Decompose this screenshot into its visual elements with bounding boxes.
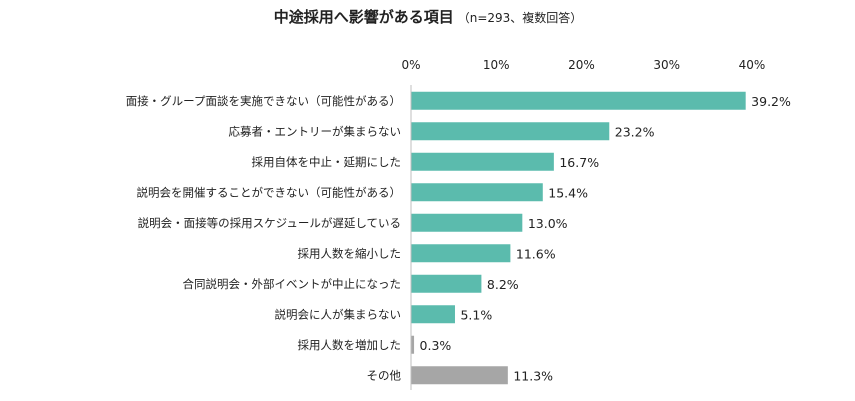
value-label: 15.4% — [548, 185, 588, 200]
bar — [411, 213, 523, 232]
bar — [411, 244, 511, 263]
x-axis-ticks: 0% 10% 20% 30% 40% — [401, 58, 765, 72]
category-label: 説明会・面接等の採用スケジュールが遅延している — [138, 216, 401, 230]
chart-title-group: 中途採用へ影響がある項目 （n=293、複数回答） — [274, 8, 583, 26]
bars — [411, 91, 746, 385]
value-label: 8.2% — [487, 277, 519, 292]
chart-subtitle: （n=293、複数回答） — [458, 10, 583, 25]
category-label: 説明会を開催することができない（可能性がある） — [137, 185, 402, 199]
bar — [411, 91, 746, 110]
category-label: 採用自体を中止・延期にした — [252, 155, 402, 169]
value-label: 16.7% — [559, 155, 599, 170]
bar — [411, 152, 554, 171]
category-labels: 面接・グループ面談を実施できない（可能性がある） 応募者・エントリーが集まらない採… — [126, 94, 402, 383]
bar — [411, 305, 455, 324]
chart-title: 中途採用へ影響がある項目 — [274, 8, 454, 26]
bar — [411, 366, 508, 385]
x-tick-label: 20% — [568, 58, 595, 72]
bar — [411, 122, 610, 141]
value-labels: 39.2% 23.2% 16.7% 15.4% 13.0% 11.6% 8.2% 5.1% 0.… — [420, 94, 791, 384]
x-tick-label: 10% — [483, 58, 510, 72]
value-label: 0.3% — [420, 338, 452, 353]
category-label: 応募者・エントリーが集まらない — [229, 124, 402, 138]
x-tick-label: 0% — [401, 58, 420, 72]
category-label: 採用人数を縮小した — [298, 246, 402, 260]
value-label: 5.1% — [460, 307, 492, 322]
category-label: 合同説明会・外部イベントが中止になった — [183, 277, 402, 291]
value-label: 39.2% — [751, 94, 791, 109]
value-label: 13.0% — [528, 216, 568, 231]
category-label: その他 — [367, 368, 402, 382]
category-label: 採用人数を増加した — [298, 338, 402, 352]
bar — [411, 183, 543, 202]
category-label: 説明会に人が集まらない — [275, 307, 402, 321]
value-label: 11.3% — [513, 368, 553, 383]
value-label: 23.2% — [615, 124, 655, 139]
bar — [411, 274, 482, 293]
x-tick-label: 40% — [739, 58, 766, 72]
value-label: 11.6% — [516, 246, 556, 261]
category-label: 面接・グループ面談を実施できない（可能性がある） — [126, 94, 401, 108]
bar — [411, 335, 415, 354]
x-tick-label: 30% — [653, 58, 680, 72]
